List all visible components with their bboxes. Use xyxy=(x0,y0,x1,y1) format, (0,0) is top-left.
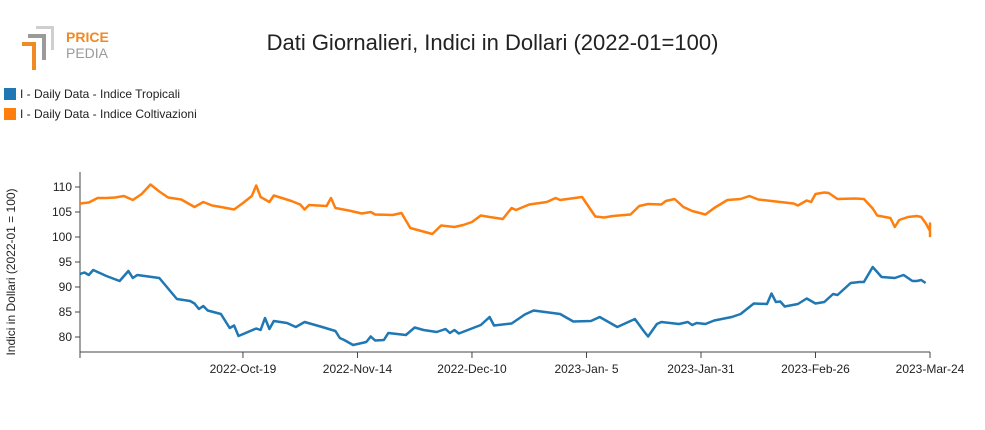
y-tick-label: 95 xyxy=(59,255,73,269)
legend-swatch-tropicali xyxy=(4,88,16,100)
y-tick-label: 80 xyxy=(59,330,73,344)
legend-item-coltivazioni[interactable]: I - Daily Data - Indice Coltivazioni xyxy=(4,104,197,124)
x-tick-label: 2023-Feb-26 xyxy=(781,362,850,376)
logo-mark-icon xyxy=(22,26,54,70)
x-tick-label: 2023-Jan- 5 xyxy=(554,362,618,376)
y-tick-label: 90 xyxy=(59,280,73,294)
y-tick-label: 100 xyxy=(52,230,72,244)
logo-text-price: PRICE xyxy=(66,29,109,45)
x-tick-label: 2022-Dec-10 xyxy=(437,362,507,376)
logo-text-pedia: PEDIA xyxy=(66,45,109,61)
y-tick-label: 85 xyxy=(59,305,73,319)
legend-swatch-coltivazioni xyxy=(4,108,16,120)
y-tick-label: 110 xyxy=(53,180,72,194)
pricepedia-logo: PRICE PEDIA xyxy=(22,26,109,70)
x-tick-label: 2022-Oct-19 xyxy=(210,362,277,376)
legend-label-coltivazioni: I - Daily Data - Indice Coltivazioni xyxy=(20,107,197,121)
series-group-1 xyxy=(79,183,932,238)
x-tick-label: 2023-Mar-24 xyxy=(896,362,965,376)
series-group-0 xyxy=(79,265,927,347)
x-tick-label: 2023-Jan-31 xyxy=(667,362,735,376)
y-tick-label: 105 xyxy=(52,205,72,219)
series-line-0 xyxy=(79,265,927,347)
legend: I - Daily Data - Indice Tropicali I - Da… xyxy=(4,84,197,124)
legend-label-tropicali: I - Daily Data - Indice Tropicali xyxy=(20,87,181,101)
series-line-1 xyxy=(79,183,932,238)
x-tick-label: 2022-Nov-14 xyxy=(323,362,393,376)
chart-title: Dati Giornalieri, Indici in Dollari (202… xyxy=(266,30,719,55)
legend-item-tropicali[interactable]: I - Daily Data - Indice Tropicali xyxy=(4,84,197,104)
y-axis-label: Indici in Dollari (2022-01 = 100) xyxy=(4,188,18,355)
